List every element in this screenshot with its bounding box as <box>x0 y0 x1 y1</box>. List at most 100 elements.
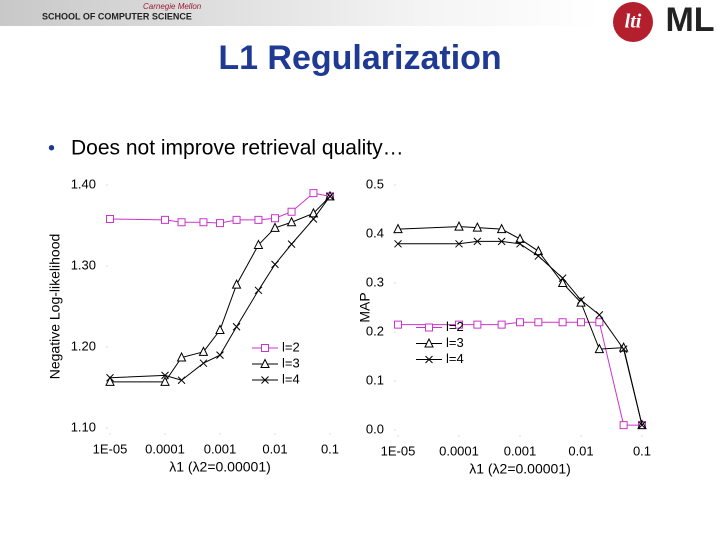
legend-label: l=2 <box>446 319 464 334</box>
y-axis-label: Negative Log-likelihood <box>47 234 63 380</box>
data-point <box>286 216 297 227</box>
data-point <box>497 320 506 329</box>
data-point <box>454 221 464 231</box>
data-point <box>309 215 318 223</box>
data-point <box>516 239 524 248</box>
data-point <box>177 218 186 227</box>
data-point <box>309 189 318 198</box>
university: Carnegie Mellon <box>143 2 202 11</box>
y-tick-label: 1.20 <box>71 338 96 353</box>
data-point <box>232 215 241 224</box>
x-axis-label: λ1 (λ2=0.00001) <box>469 461 571 477</box>
x-tick-label: 1E-05 <box>93 441 128 456</box>
data-point <box>254 286 263 295</box>
data-point <box>198 346 209 356</box>
data-point <box>558 318 567 327</box>
data-point <box>216 351 224 359</box>
data-point <box>160 376 170 386</box>
x-tick-label: 0.0001 <box>439 443 479 458</box>
lti-logo-text: lti <box>625 11 642 33</box>
x-tick-label: 1E-05 <box>381 443 416 458</box>
legend-label: l=4 <box>446 351 464 366</box>
y-tick-label: 1.30 <box>71 257 96 272</box>
data-point <box>308 207 319 218</box>
data-point <box>231 279 242 289</box>
data-point <box>497 237 506 246</box>
school: SCHOOL OF COMPUTER SCIENCE <box>42 11 192 21</box>
legend-label: l=4 <box>282 371 300 386</box>
data-point <box>199 218 208 227</box>
x-tick-label: 0.0001 <box>145 441 185 456</box>
legend-marker <box>424 337 434 348</box>
data-point <box>472 222 483 232</box>
data-point <box>595 318 604 327</box>
data-point <box>271 214 279 223</box>
bullet-text: Does not improve retrieval quality… <box>71 137 404 160</box>
legend-marker <box>425 323 433 332</box>
data-point <box>215 324 225 334</box>
data-point <box>533 245 544 256</box>
data-point <box>106 215 114 224</box>
data-point <box>619 421 628 430</box>
data-point <box>619 345 628 354</box>
x-tick-label: 0.001 <box>504 443 537 458</box>
y-tick-label: 0.2 <box>366 323 384 338</box>
data-point <box>199 359 208 368</box>
bullet-dot: • <box>48 137 55 159</box>
data-point <box>473 237 482 246</box>
data-point <box>177 376 186 385</box>
data-point <box>254 215 263 224</box>
y-tick-label: 0.3 <box>366 274 384 289</box>
legend-marker <box>261 376 269 384</box>
data-point <box>271 260 279 269</box>
header-bar <box>0 0 600 26</box>
data-point <box>287 207 296 216</box>
x-axis-label: λ1 (λ2=0.00001) <box>169 459 271 475</box>
series-line <box>398 240 643 426</box>
data-point <box>287 240 296 248</box>
legend-marker <box>260 358 270 368</box>
data-point <box>455 320 463 329</box>
legend-label: l=2 <box>282 339 300 354</box>
x-tick-label: 0.1 <box>321 441 339 456</box>
x-tick-label: 0.01 <box>262 441 287 456</box>
data-point <box>577 318 585 327</box>
y-tick-label: 1.40 <box>71 176 96 191</box>
ml-logo-text: ML <box>665 1 714 39</box>
data-point <box>534 252 543 260</box>
lti-logo <box>613 2 653 42</box>
data-point <box>326 192 334 201</box>
data-point <box>161 371 169 380</box>
data-point <box>595 310 604 319</box>
data-point <box>496 223 507 234</box>
data-point <box>105 376 115 386</box>
data-point <box>558 274 567 282</box>
y-tick-label: 0.5 <box>366 176 384 191</box>
y-tick-label: 1.10 <box>71 419 96 434</box>
data-point <box>394 239 402 248</box>
data-point <box>106 373 114 382</box>
x-tick-label: 0.001 <box>204 441 237 456</box>
x-tick-label: 0.1 <box>633 443 651 458</box>
series-line <box>398 321 642 426</box>
legend-marker <box>261 344 269 352</box>
data-point <box>557 277 568 287</box>
data-point <box>515 233 525 243</box>
data-point <box>176 351 187 362</box>
y-axis-label: MAP <box>357 292 373 322</box>
data-point <box>638 421 646 429</box>
data-point <box>455 239 463 248</box>
data-point <box>216 219 224 228</box>
data-point <box>534 318 543 327</box>
legend-label: l=3 <box>282 355 300 370</box>
data-point <box>594 343 605 354</box>
data-point <box>394 320 402 329</box>
x-tick-label: 0.01 <box>568 443 593 458</box>
legend-label: l=3 <box>446 335 464 350</box>
data-point <box>577 296 585 305</box>
y-tick-label: 0.0 <box>366 421 384 436</box>
data-point <box>253 239 264 249</box>
data-point <box>393 223 403 234</box>
